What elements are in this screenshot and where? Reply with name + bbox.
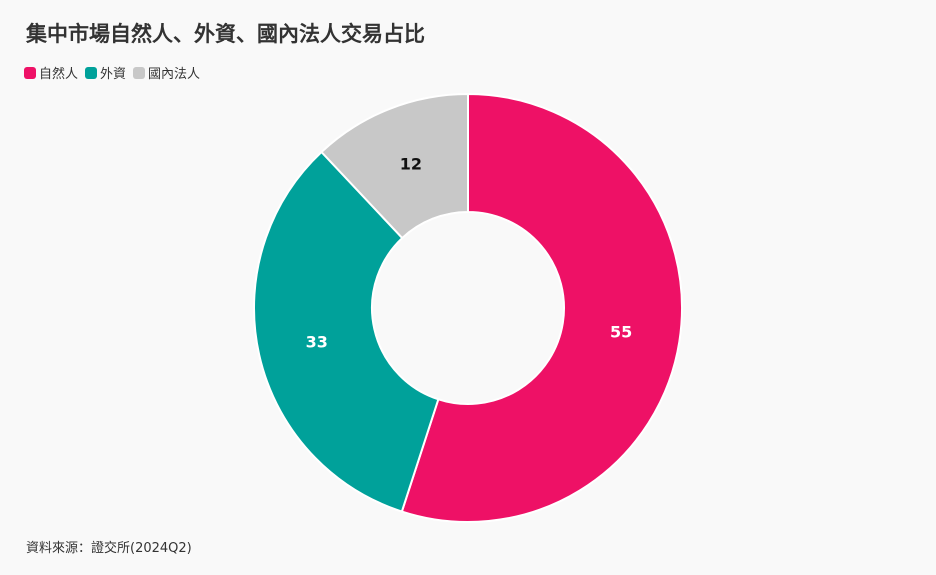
legend-swatch <box>133 66 146 79</box>
legend-label: 國內法人 <box>148 67 201 82</box>
legend: 自然人 外資 國內法人 <box>24 63 207 82</box>
slice-domestic-institution[interactable] <box>320 92 469 240</box>
chart-title: 集中市場自然人、外資、國內法人交易占比 <box>26 22 425 46</box>
legend-item-foreign-investor[interactable]: 外資 <box>85 63 126 82</box>
data-label: 55 <box>610 323 632 342</box>
legend-item-natural-person[interactable]: 自然人 <box>24 63 78 82</box>
legend-item-domestic-institution[interactable]: 國內法人 <box>133 63 200 82</box>
legend-swatch <box>24 66 36 79</box>
legend-label: 自然人 <box>39 67 79 82</box>
legend-label: 外資 <box>100 67 127 82</box>
data-label: 12 <box>400 154 422 173</box>
slice-natural-person[interactable] <box>400 92 683 523</box>
slice-foreign-investor[interactable] <box>253 150 440 513</box>
legend-swatch <box>85 66 98 79</box>
data-label: 33 <box>306 332 328 351</box>
source-note: 資料來源：證交所(2024Q2) <box>26 541 192 556</box>
